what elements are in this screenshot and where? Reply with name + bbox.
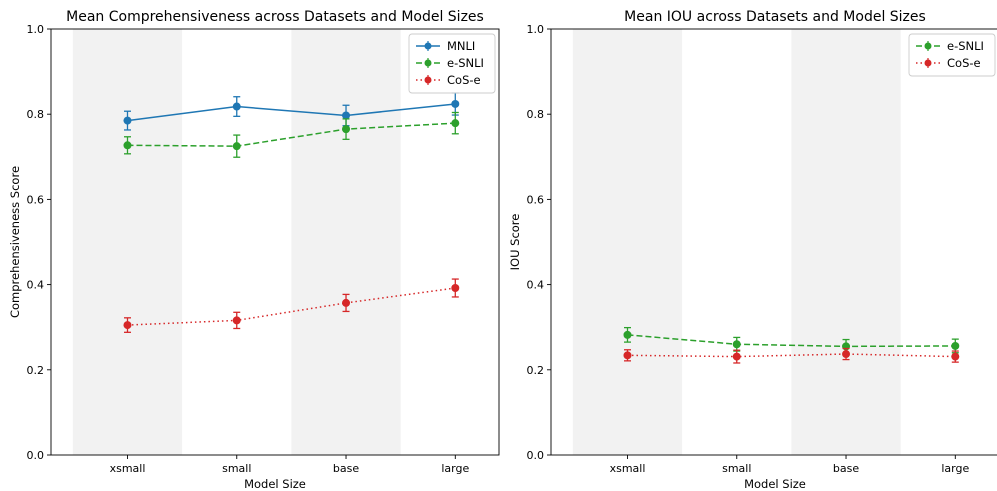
data-point-e-SNLI-base xyxy=(342,125,351,134)
chart-title: Mean IOU across Datasets and Model Sizes xyxy=(624,9,926,25)
data-point-e-SNLI-xsmall xyxy=(123,141,132,150)
data-point-CoS-e-base xyxy=(342,298,351,307)
chart-panel-2: 0.0 0.2 0.4 0.6 0.8 1.0 xsmall small base large Me… xyxy=(508,9,997,491)
shaded-band-base xyxy=(791,29,901,455)
x-tick-label-xsmall: xsmall xyxy=(610,462,646,475)
series-CoS-e xyxy=(123,278,460,333)
legend: e-SNLI CoS-e xyxy=(908,33,996,77)
legend: MNLI e-SNLI CoS-e xyxy=(408,33,496,94)
shaded-band-base xyxy=(291,29,401,455)
legend-marker xyxy=(924,59,932,67)
data-point-e-SNLI-small xyxy=(232,142,241,151)
y-tick-label: 0.6 xyxy=(527,193,545,206)
data-point-CoS-e-large xyxy=(451,284,460,293)
y-tick-label: 0.4 xyxy=(527,279,545,292)
data-point-CoS-e-large xyxy=(951,352,960,361)
x-tick-label-large: large xyxy=(941,462,969,475)
series-line-MNLI xyxy=(127,103,456,122)
x-tick-label-small: small xyxy=(722,462,751,475)
data-point-e-SNLI-xsmall xyxy=(623,330,632,339)
legend-marker xyxy=(924,42,932,50)
data-point-MNLI-xsmall xyxy=(123,116,132,125)
x-tick-label-small: small xyxy=(222,462,251,475)
y-tick-label: 0.6 xyxy=(27,193,45,206)
legend-marker xyxy=(424,59,432,67)
data-point-e-SNLI-small xyxy=(732,340,741,349)
legend-item-CoS-e: CoS-e xyxy=(416,73,481,87)
series-line-CoS-e xyxy=(627,353,956,358)
legend-item-CoS-e: CoS-e xyxy=(916,56,981,70)
legend-marker xyxy=(424,42,432,50)
y-tick-label: 0.0 xyxy=(27,449,45,462)
data-point-CoS-e-xsmall xyxy=(623,351,632,360)
x-tick-label-base: base xyxy=(333,462,359,475)
legend-item-MNLI: MNLI xyxy=(416,39,475,53)
legend-label: e-SNLI xyxy=(947,39,984,53)
legend-marker xyxy=(424,76,432,84)
data-point-e-SNLI-large xyxy=(451,119,460,128)
series-line-e-SNLI xyxy=(627,334,956,348)
series-line-CoS-e xyxy=(127,287,456,326)
series-CoS-e xyxy=(623,347,960,364)
legend-label: MNLI xyxy=(447,39,475,53)
x-tick-label-base: base xyxy=(833,462,859,475)
series-e-SNLI xyxy=(123,111,460,158)
y-tick-label: 0.4 xyxy=(27,279,45,292)
y-tick-label: 0.8 xyxy=(27,108,45,121)
data-point-MNLI-base xyxy=(342,111,351,120)
y-axis-label: IOU Score xyxy=(508,214,522,271)
shaded-band-xsmall xyxy=(572,29,683,455)
y-tick-label: 1.0 xyxy=(527,23,545,36)
series-line-e-SNLI xyxy=(127,122,456,147)
y-tick-label: 0.2 xyxy=(527,364,545,377)
y-tick-label: 1.0 xyxy=(27,23,45,36)
series-e-SNLI xyxy=(623,326,960,354)
x-axis-label: Model Size xyxy=(244,477,306,491)
y-axis-label: Comprehensiveness Score xyxy=(8,166,22,318)
legend-label: CoS-e xyxy=(447,73,481,87)
series-MNLI xyxy=(123,92,460,131)
chart-panel-1: 0.0 0.2 0.4 0.6 0.8 1.0 xsmall small base large Me… xyxy=(8,9,500,491)
axes-frame xyxy=(50,28,500,456)
legend-label: e-SNLI xyxy=(447,56,484,70)
x-tick-label-xsmall: xsmall xyxy=(110,462,146,475)
chart-title: Mean Comprehensiveness across Datasets a… xyxy=(66,9,484,25)
data-point-CoS-e-xsmall xyxy=(123,321,132,330)
shaded-band-xsmall xyxy=(72,29,183,455)
data-point-CoS-e-small xyxy=(232,316,241,325)
data-point-MNLI-small xyxy=(232,102,241,111)
data-point-e-SNLI-large xyxy=(951,341,960,350)
legend-item-e-SNLI: e-SNLI xyxy=(416,56,484,70)
data-point-CoS-e-small xyxy=(732,352,741,361)
data-point-CoS-e-base xyxy=(842,350,851,359)
data-point-MNLI-large xyxy=(451,99,460,108)
legend-label: CoS-e xyxy=(947,56,981,70)
x-axis-label: Model Size xyxy=(744,477,806,491)
x-tick-label-large: large xyxy=(441,462,469,475)
y-tick-label: 0.0 xyxy=(527,449,545,462)
y-tick-label: 0.8 xyxy=(527,108,545,121)
y-tick-label: 0.2 xyxy=(27,364,45,377)
legend-item-e-SNLI: e-SNLI xyxy=(916,39,984,53)
axes-frame xyxy=(550,28,997,456)
